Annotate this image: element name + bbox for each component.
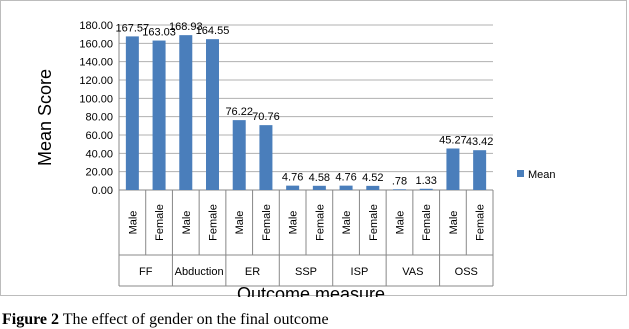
data-label: 4.58: [309, 172, 330, 184]
y-axis-title: Mean Score: [35, 69, 55, 166]
category-label: Female: [261, 204, 273, 241]
bar: [473, 150, 487, 190]
data-label: 43.42: [466, 136, 494, 148]
data-label: .78: [392, 175, 407, 187]
group-label: Abduction: [175, 266, 224, 278]
group-label: FF: [139, 266, 153, 278]
y-tick-label: 20.00: [85, 167, 113, 179]
y-tick-label: 0.00: [92, 185, 113, 197]
group-label: VAS: [402, 266, 423, 278]
data-label: 164.55: [196, 25, 230, 37]
group-label: ISP: [351, 266, 369, 278]
caption-label: Figure 2: [2, 311, 60, 328]
y-tick-label: 60.00: [85, 130, 113, 142]
bar: [446, 148, 460, 190]
bar: [179, 35, 193, 191]
bar: [339, 185, 353, 190]
bar: [206, 39, 219, 190]
data-label: 1.33: [416, 175, 437, 187]
y-tick-label: 140.00: [79, 57, 113, 69]
bar: [152, 40, 166, 190]
data-label: 4.52: [362, 172, 383, 184]
legend-swatch: [517, 170, 524, 177]
y-tick-label: 80.00: [85, 112, 113, 124]
group-label: SSP: [295, 266, 317, 278]
category-label: Female: [154, 204, 166, 241]
category-label: Female: [421, 204, 433, 241]
category-label: Male: [448, 211, 460, 235]
y-tick-label: 180.00: [79, 20, 113, 32]
y-tick-label: 100.00: [79, 93, 113, 105]
group-label: ER: [245, 266, 260, 278]
category-label: Female: [475, 204, 487, 241]
x-axis-title: Outcome measure: [237, 284, 385, 297]
caption-text: The effect of gender on the final outcom…: [59, 311, 329, 328]
figure-caption: Figure 2 The effect of gender on the fin…: [2, 311, 329, 329]
category-label: Male: [341, 211, 353, 235]
bar: [312, 185, 326, 190]
category-label: Male: [181, 211, 193, 235]
category-label: Female: [314, 204, 326, 241]
bar: [419, 188, 433, 190]
y-tick-label: 160.00: [79, 38, 113, 50]
bar: [125, 36, 139, 190]
bar-chart: 0.00 20.00 40.00 60.00 80.00 100.00 120.00 140.…: [35, 20, 556, 297]
legend-label: Mean: [528, 169, 556, 181]
data-label: 45.27: [439, 135, 467, 147]
data-label: 70.76: [252, 111, 280, 123]
y-tick-label: 40.00: [85, 148, 113, 160]
bar: [393, 189, 406, 190]
data-label: 4.76: [282, 172, 303, 184]
bar: [286, 185, 300, 190]
category-label: Female: [208, 204, 220, 241]
category-label: Female: [368, 204, 380, 241]
data-label: 163.03: [142, 27, 176, 39]
category-label: Male: [234, 211, 246, 235]
group-label: OSS: [455, 266, 478, 278]
category-label: Male: [288, 211, 300, 235]
data-label: 4.76: [335, 172, 356, 184]
data-label: 167.57: [116, 22, 150, 34]
data-label: 168.93: [169, 21, 203, 33]
y-tick-label: 120.00: [79, 75, 113, 87]
bar: [366, 185, 380, 190]
category-label: Male: [395, 211, 407, 235]
category-label: Male: [127, 211, 139, 235]
bar: [232, 120, 246, 190]
bar: [259, 125, 273, 190]
data-label: 76.22: [225, 106, 253, 118]
chart-frame: 0.00 20.00 40.00 60.00 80.00 100.00 120.00 140.…: [0, 0, 627, 297]
